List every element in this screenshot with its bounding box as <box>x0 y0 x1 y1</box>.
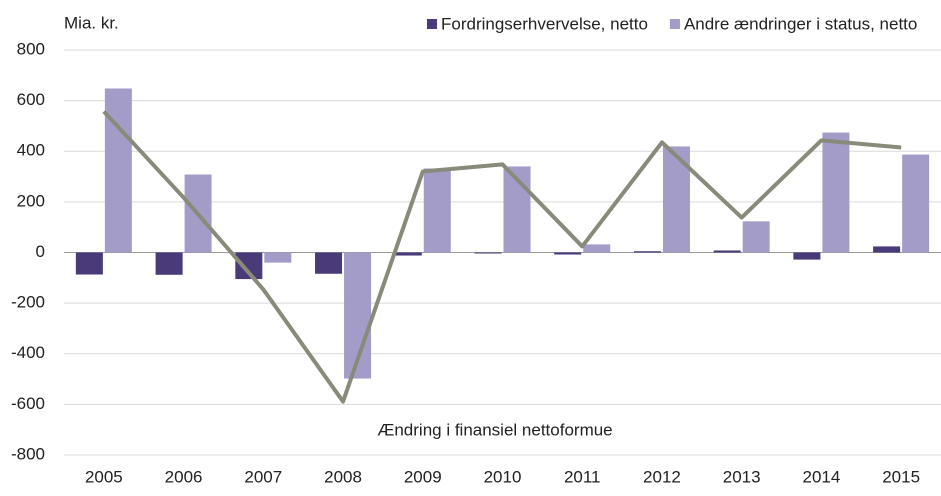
bar <box>793 252 821 260</box>
bar <box>713 250 741 253</box>
x-tick-label: 2009 <box>404 467 442 486</box>
legend-label: Fordringserhvervelse, netto <box>441 14 648 33</box>
x-tick-label: 2014 <box>802 467 840 486</box>
bar <box>742 221 770 253</box>
bar <box>583 244 611 253</box>
bar <box>104 88 132 253</box>
y-tick-label: 0 <box>36 242 45 261</box>
x-tick-label: 2006 <box>165 467 203 486</box>
x-tick-label: 2013 <box>723 467 761 486</box>
y-tick-label: 600 <box>17 90 45 109</box>
bar <box>315 252 343 274</box>
y-tick-label: -800 <box>11 444 45 463</box>
y-tick-label: 200 <box>17 191 45 210</box>
bar <box>474 252 502 254</box>
bar <box>423 168 451 253</box>
y-tick-label: -600 <box>11 394 45 413</box>
bar <box>873 246 901 253</box>
legend-label: Andre ændringer i status, netto <box>684 14 917 33</box>
line <box>102 110 902 404</box>
x-tick-label: 2011 <box>564 467 601 486</box>
bar <box>554 252 582 255</box>
x-tick-label: 2007 <box>244 467 282 486</box>
bar <box>264 252 292 263</box>
bar <box>633 251 661 253</box>
y-tick-label: -200 <box>11 293 45 312</box>
bar <box>902 154 930 253</box>
y-tick-label: -400 <box>11 343 45 362</box>
x-tick-label: 2008 <box>324 467 362 486</box>
bar <box>394 252 422 256</box>
bar <box>75 252 103 275</box>
x-tick-label: 2015 <box>882 467 920 486</box>
x-tick-label: 2005 <box>85 467 123 486</box>
x-tick-label: 2012 <box>643 467 681 486</box>
legend-swatch <box>669 19 680 29</box>
line-annotation: Ændring i finansiel nettoformue <box>377 420 612 439</box>
bar <box>822 132 850 253</box>
bar <box>155 252 183 275</box>
y-axis-label: Mia. kr. <box>64 13 119 32</box>
y-tick-label: 800 <box>17 39 45 58</box>
legend-swatch <box>427 19 437 29</box>
x-tick-label: 2010 <box>484 467 522 486</box>
y-tick-label: 400 <box>17 141 45 160</box>
